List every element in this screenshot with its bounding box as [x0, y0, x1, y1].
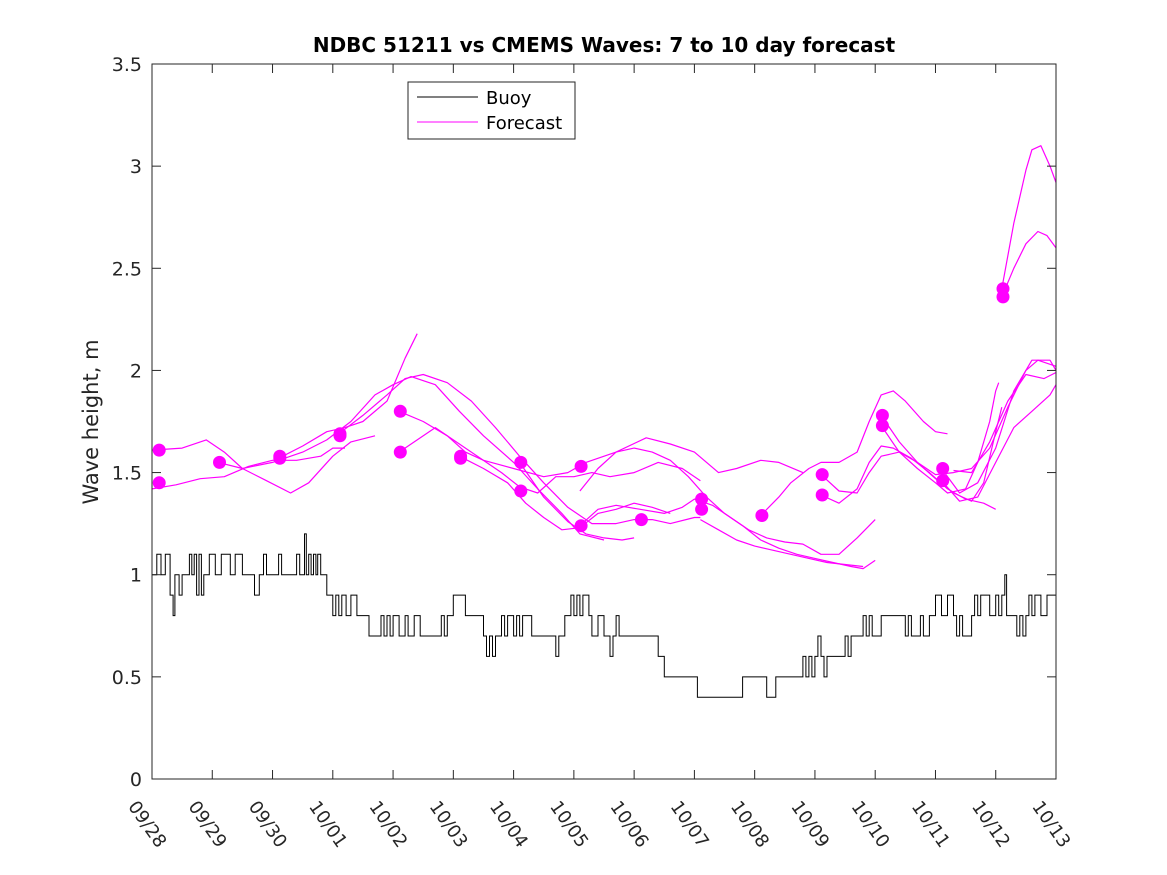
legend-box [407, 81, 576, 140]
y-tick-label-0.5: 0.5 [112, 667, 142, 689]
forecast-line-2 [151, 447, 345, 490]
forecast-marker-11 [454, 451, 468, 465]
forecast-marker-19 [755, 509, 769, 522]
plot-area [151, 145, 1057, 698]
forecast-marker-group [152, 282, 1010, 533]
forecast-line-4 [278, 333, 418, 459]
legend-buoy-label: Buoy [486, 88, 532, 109]
forecast-marker-1 [152, 443, 166, 457]
y-tick-label-3.5: 3.5 [112, 54, 142, 76]
chart-title: NDBC 51211 vs CMEMS Waves: 7 to 10 day f… [313, 33, 896, 57]
forecast-marker-14 [574, 459, 588, 473]
forecast-line-13 [760, 390, 948, 516]
y-tick-label-3: 3 [130, 156, 142, 178]
y-axis-label: Wave height, m [79, 339, 103, 504]
forecast-marker-3 [213, 455, 226, 469]
forecast-marker-12 [514, 455, 528, 469]
legend-forecast-label: Forecast [486, 113, 562, 134]
forecast-line-5 [338, 373, 701, 525]
forecast-line-17 [880, 359, 1057, 476]
forecast-line-9 [519, 462, 635, 541]
forecast-line-16 [880, 382, 1000, 494]
forecast-marker-5 [273, 451, 287, 465]
forecast-marker-25 [936, 474, 950, 488]
y-tick-label-2: 2 [130, 360, 142, 382]
forecast-marker-22 [875, 408, 889, 422]
forecast-line-12 [700, 519, 864, 568]
forecast-line-8 [459, 455, 671, 531]
forecast-line-18 [941, 384, 1057, 502]
forecast-marker-9 [393, 445, 407, 459]
forecast-marker-21 [815, 488, 829, 502]
forecast-marker-23 [875, 419, 889, 433]
forecast-marker-2 [152, 476, 166, 490]
forecast-marker-7 [333, 429, 347, 443]
forecast-marker-8 [393, 404, 407, 418]
axes-background [152, 64, 1056, 779]
y-tick-label-1.5: 1.5 [112, 463, 142, 485]
forecast-line-7 [398, 410, 804, 478]
forecast-line-21 [1001, 230, 1057, 298]
forecast-marker-17 [695, 492, 709, 506]
y-tick-label-1: 1 [130, 565, 142, 587]
forecast-marker-15 [574, 519, 588, 533]
forecast-line-1 [151, 435, 376, 494]
axes-box [151, 63, 1057, 780]
forecast-marker-20 [815, 468, 829, 482]
buoy-series-group [152, 533, 1056, 698]
forecast-marker-24 [936, 462, 950, 475]
forecast-line-19 [941, 359, 1057, 494]
y-tick-label-0: 0 [130, 769, 142, 791]
forecast-line-3 [218, 376, 605, 541]
forecast-marker-13 [514, 484, 528, 498]
forecast-series-group [151, 145, 1057, 570]
forecast-marker-27 [996, 290, 1010, 304]
forecast-marker-18 [695, 502, 709, 516]
forecast-marker-16 [634, 513, 648, 527]
legend: Buoy Forecast [407, 81, 576, 140]
buoy-line [152, 533, 1056, 698]
y-tick-label-2.5: 2.5 [112, 258, 142, 280]
forecast-line-20 [953, 371, 1057, 474]
